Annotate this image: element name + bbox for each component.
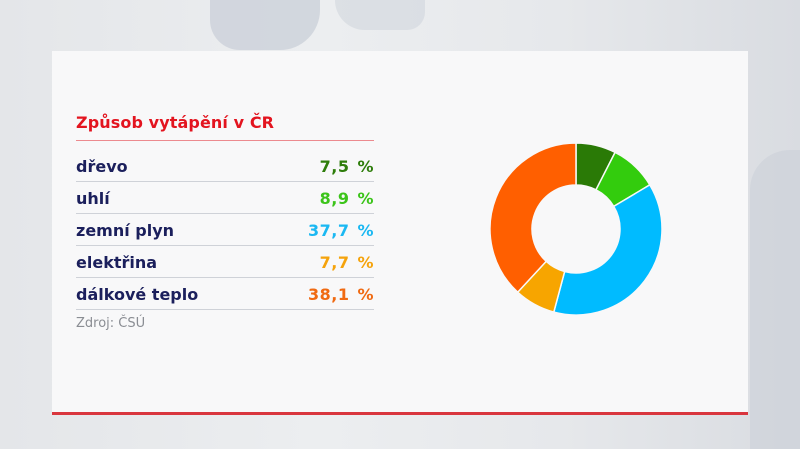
background-map-mexico — [210, 0, 320, 50]
table-row: dřevo 7,5% — [76, 151, 374, 182]
chart-title: Způsob vytápění v ČR — [76, 113, 275, 132]
table-row: dálkové teplo 38,1% — [76, 279, 374, 310]
value-unit: % — [357, 284, 374, 304]
row-value: 7,5% — [320, 157, 374, 176]
background-map-south-america — [750, 150, 800, 449]
value-number: 8,9 — [319, 188, 350, 208]
legend-table: dřevo 7,5% uhlí 8,9% zemní plyn 37,7% el… — [76, 151, 374, 311]
row-value: 38,1% — [308, 285, 374, 304]
source-note: Zdroj: ČSÚ — [76, 316, 146, 331]
infographic-card: Způsob vytápění v ČR dřevo 7,5% uhlí 8,9… — [52, 51, 748, 412]
row-label: uhlí — [76, 188, 110, 208]
row-label: zemní plyn — [76, 220, 175, 240]
value-unit: % — [357, 188, 374, 208]
table-row: uhlí 8,9% — [76, 183, 374, 214]
value-number: 38,1 — [307, 284, 350, 304]
row-label: dálkové teplo — [76, 284, 199, 304]
donut-chart — [489, 142, 663, 316]
value-unit: % — [357, 252, 374, 272]
row-value: 8,9% — [320, 189, 374, 208]
value-unit: % — [357, 156, 374, 176]
table-row: elektřina 7,7% — [76, 247, 374, 278]
table-row: zemní plyn 37,7% — [76, 215, 374, 246]
donut-segment-dálkové-teplo — [489, 142, 577, 294]
value-number: 7,7 — [319, 252, 350, 272]
card-bottom-accent — [52, 412, 748, 415]
donut-segment-zemní-plyn — [552, 183, 663, 316]
value-number: 37,7 — [307, 220, 350, 240]
value-number: 7,5 — [319, 156, 350, 176]
row-value: 37,7% — [308, 221, 374, 240]
row-label: elektřina — [76, 252, 158, 272]
value-unit: % — [357, 220, 374, 240]
row-label: dřevo — [76, 156, 128, 176]
background-map-caribbean — [335, 0, 425, 30]
title-divider — [76, 140, 374, 141]
row-value: 7,7% — [320, 253, 374, 272]
